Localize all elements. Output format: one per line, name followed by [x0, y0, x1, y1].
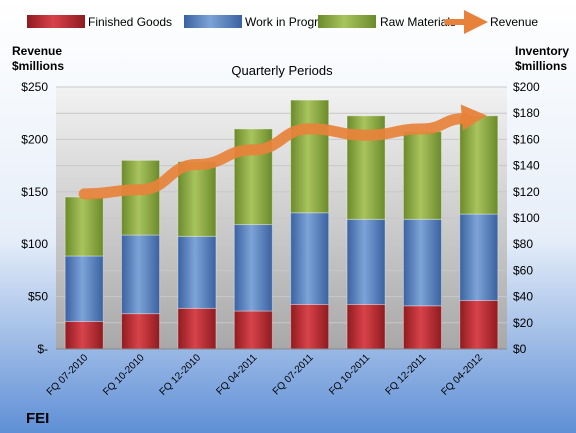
bar-raw-materials — [64, 196, 104, 257]
bar-work-in-progress — [459, 213, 499, 302]
bar-work-in-progress — [402, 218, 442, 307]
right-tick-label: $20 — [513, 316, 533, 330]
right-tick-label: $160 — [513, 132, 540, 146]
bar-raw-materials — [177, 161, 217, 237]
left-tick-label: $- — [37, 342, 48, 356]
right-tick-label: $60 — [513, 263, 533, 277]
bar-work-in-progress — [233, 224, 273, 312]
revenue-line — [78, 112, 471, 200]
chart-subtitle: Quarterly Periods — [231, 63, 333, 78]
right-tick-label: $120 — [513, 185, 540, 199]
right-tick-label: $0 — [513, 342, 527, 356]
right-tick-label: $40 — [513, 290, 533, 304]
right-tick-label: $180 — [513, 106, 540, 120]
legend-swatch-raw-materials — [318, 15, 376, 28]
bar-finished-goods — [290, 303, 330, 350]
bar-finished-goods — [177, 307, 217, 350]
bar-finished-goods — [346, 303, 386, 350]
legend-swatch-finished-goods — [27, 15, 85, 28]
bar-finished-goods — [233, 310, 273, 350]
right-axis-title-line1: Inventory — [515, 44, 569, 58]
left-tick-label: $100 — [21, 237, 48, 251]
bar-work-in-progress — [177, 235, 217, 309]
bar-finished-goods — [459, 300, 499, 350]
legend-label-finished-goods: Finished Goods — [88, 15, 172, 29]
bar-finished-goods — [402, 305, 442, 350]
legend-label-revenue: Revenue — [490, 15, 538, 29]
bar-finished-goods — [121, 313, 161, 350]
left-tick-label: $250 — [21, 80, 48, 94]
left-tick-label: $200 — [21, 132, 48, 146]
company-label: FEI — [26, 410, 49, 427]
revenue-line-group — [78, 104, 487, 200]
bar-raw-materials — [402, 131, 442, 220]
bar-work-in-progress — [64, 255, 104, 322]
right-axis-ticks: $0 $20 $40 $60 $80 $100 $120 $140 $160 $180 $200 — [513, 80, 540, 356]
bar-finished-goods — [64, 320, 104, 350]
right-tick-label: $200 — [513, 80, 540, 94]
bar-work-in-progress — [346, 218, 386, 305]
revenue-arrowhead — [460, 104, 487, 131]
left-axis-title-line1: Revenue — [12, 44, 62, 58]
bar-raw-materials — [290, 99, 330, 214]
left-axis-title-line2: $millions — [12, 59, 64, 73]
legend-label-work-in-progress: Work in Progress — [245, 15, 337, 29]
legend-label-raw-materials: Raw Materials — [380, 15, 456, 29]
bar-raw-materials — [121, 159, 161, 236]
right-tick-label: $80 — [513, 237, 533, 251]
bar-work-in-progress — [121, 234, 161, 315]
right-tick-label: $140 — [513, 159, 540, 173]
right-axis-title-line2: $millions — [515, 59, 567, 73]
legend: Finished Goods Work in Progress Raw Mate… — [27, 10, 538, 34]
legend-swatch-work-in-progress — [184, 15, 242, 28]
bar-work-in-progress — [290, 212, 330, 305]
left-tick-label: $50 — [28, 290, 48, 304]
left-axis-ticks: $- $50 $100 $150 $200 $250 — [21, 80, 48, 356]
left-tick-label: $150 — [21, 185, 48, 199]
right-tick-label: $100 — [513, 211, 540, 225]
bar-raw-materials — [459, 115, 499, 215]
